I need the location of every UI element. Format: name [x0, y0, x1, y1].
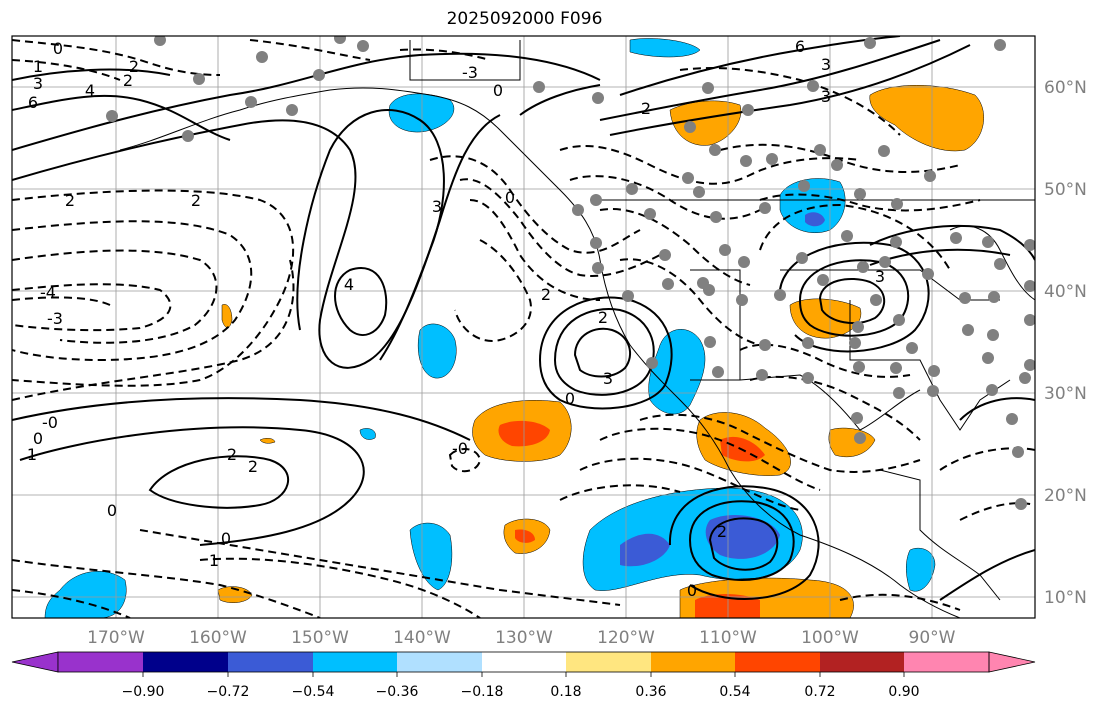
svg-text:-0: -0: [42, 413, 58, 432]
svg-text:-0: -0: [452, 439, 468, 458]
svg-text:2: 2: [717, 522, 727, 541]
colorbar-segment: [58, 652, 143, 672]
svg-text:-3: -3: [462, 63, 478, 82]
svg-text:3: 3: [432, 197, 442, 216]
lon-label: 120°W: [597, 628, 655, 648]
colorbar-segment: [482, 652, 566, 672]
map-frame: [11, 35, 1036, 619]
svg-text:4: 4: [344, 275, 354, 294]
contour-labels: 0 2 1 3 4 6 2 2 2 -4 -3 4 3 0 2 -0 0 1 2…: [27, 37, 885, 600]
colorbar-tick-label: 0.36: [635, 684, 666, 700]
svg-text:1: 1: [209, 551, 219, 570]
lat-label: 10°N: [1044, 588, 1087, 608]
svg-text:2: 2: [191, 191, 201, 210]
lon-label: 90°W: [909, 628, 956, 648]
svg-text:0: 0: [505, 188, 515, 207]
svg-text:0: 0: [53, 39, 63, 58]
colorbar-segment: [820, 652, 904, 672]
colorbar-segment: [651, 652, 735, 672]
colorbar-tick-label: 0.90: [888, 684, 919, 700]
svg-text:1: 1: [27, 445, 37, 464]
svg-text:0: 0: [107, 501, 117, 520]
svg-text:2: 2: [641, 99, 651, 118]
colorbar-tick-label: −0.18: [461, 684, 504, 700]
gridlines: [12, 36, 1035, 618]
svg-text:0: 0: [687, 581, 697, 600]
svg-text:2: 2: [123, 71, 133, 90]
lon-label: 170°W: [87, 628, 145, 648]
lat-label: 20°N: [1044, 486, 1087, 506]
svg-text:4: 4: [85, 81, 95, 100]
svg-text:0: 0: [565, 389, 575, 408]
colorbar-low-extend: [11, 651, 59, 673]
colorbar-tick-label: −0.36: [376, 684, 419, 700]
svg-text:3: 3: [33, 74, 43, 93]
station-dots: [106, 36, 1035, 510]
lat-label: 40°N: [1044, 282, 1087, 302]
colorbar-tick-label: 0.54: [719, 684, 750, 700]
lon-label: 140°W: [393, 628, 451, 648]
lat-label: 50°N: [1044, 180, 1087, 200]
svg-text:2: 2: [598, 308, 608, 327]
colorbar-segment: [566, 652, 651, 672]
svg-text:3: 3: [821, 55, 831, 74]
colorbar-high-extend: [988, 651, 1036, 673]
svg-text:0: 0: [33, 429, 43, 448]
svg-text:3: 3: [875, 267, 885, 286]
colorbar-segment: [228, 652, 313, 672]
svg-text:1: 1: [33, 57, 43, 76]
lon-label: 100°W: [801, 628, 859, 648]
colorbar-tick-label: −0.54: [292, 684, 335, 700]
svg-text:2: 2: [129, 57, 139, 76]
lon-label: 150°W: [291, 628, 349, 648]
colorbar-segment: [735, 652, 820, 672]
lon-label: 130°W: [495, 628, 553, 648]
colorbar-frame: [57, 651, 990, 673]
svg-text:2: 2: [248, 457, 258, 476]
colorbar-segment: [397, 652, 482, 672]
latitude-labels: 60°N 50°N 40°N 30°N 20°N 10°N: [1044, 78, 1087, 608]
svg-text:3: 3: [603, 369, 613, 388]
svg-text:3: 3: [821, 87, 831, 106]
svg-text:2: 2: [227, 445, 237, 464]
svg-text:-3: -3: [47, 309, 63, 328]
colorbar-tick-label: 0.72: [804, 684, 835, 700]
svg-text:0: 0: [221, 529, 231, 548]
svg-text:2: 2: [65, 191, 75, 210]
svg-text:-4: -4: [40, 283, 56, 302]
colorbar-segment: [313, 652, 397, 672]
colorbar-tick-label: 0.18: [550, 684, 581, 700]
colorbar-tick-label: −0.90: [122, 684, 165, 700]
solid-contours: [12, 36, 1035, 601]
map-title: 2025092000 F096: [446, 9, 603, 29]
svg-text:2: 2: [541, 285, 551, 304]
longitude-labels: 170°W 160°W 150°W 140°W 130°W 120°W 110°…: [87, 628, 956, 648]
svg-text:6: 6: [28, 93, 38, 112]
lon-label: 110°W: [699, 628, 757, 648]
colorbar-segment: [904, 652, 989, 672]
svg-text:6: 6: [795, 37, 805, 56]
lon-label: 160°W: [189, 628, 247, 648]
dashed-contours: [12, 39, 1035, 618]
svg-text:0: 0: [493, 81, 503, 100]
colorbar-tick-label: −0.72: [207, 684, 250, 700]
lat-label: 60°N: [1044, 78, 1087, 98]
lat-label: 30°N: [1044, 384, 1087, 404]
colorbar: −0.90 −0.72 −0.54 −0.36 −0.18 0.18 0.36 …: [11, 651, 1036, 700]
colorbar-segment: [143, 652, 228, 672]
